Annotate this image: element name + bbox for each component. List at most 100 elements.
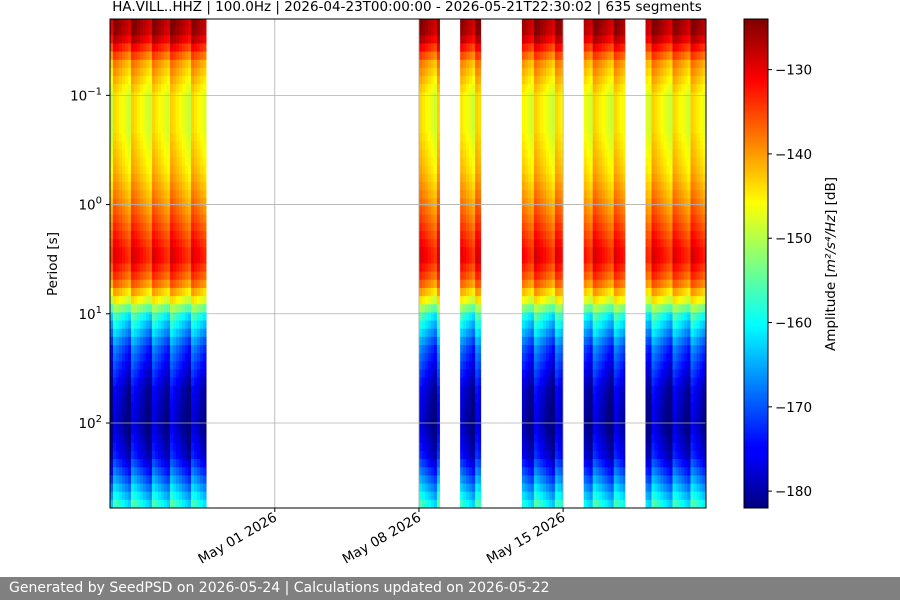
heatmap-cell	[654, 116, 658, 126]
heatmap-cell	[131, 59, 135, 69]
heatmap-cell	[648, 296, 652, 305]
heatmap-cell	[619, 198, 624, 207]
heatmap-cell	[421, 410, 426, 419]
heatmap-cell	[170, 67, 174, 77]
heatmap-cell	[524, 410, 529, 419]
heatmap-cell	[657, 393, 661, 403]
heatmap-cell	[651, 328, 655, 338]
heatmap-cell	[524, 35, 529, 44]
heatmap-cell	[657, 402, 661, 411]
heatmap-cell	[179, 43, 183, 53]
heatmap-cell	[158, 467, 162, 476]
heatmap-cell	[188, 108, 192, 118]
heatmap-cell	[548, 198, 553, 207]
heatmap-cell	[113, 182, 117, 191]
heatmap-cell	[604, 108, 609, 118]
heatmap-cell	[666, 271, 670, 281]
heatmap-cell	[161, 304, 165, 313]
heatmap-cell	[648, 67, 652, 77]
heatmap-cell	[463, 402, 467, 411]
heatmap-cell	[616, 320, 621, 330]
heatmap-cell	[536, 393, 541, 403]
heatmap-cell	[179, 491, 183, 501]
heatmap-cell	[595, 230, 600, 240]
heatmap-cell	[530, 499, 535, 508]
heatmap-cell	[586, 279, 591, 289]
heatmap-cell	[475, 141, 479, 150]
heatmap-cell	[433, 385, 438, 395]
heatmap-cell	[113, 35, 117, 44]
heatmap-cell	[128, 157, 132, 167]
heatmap-cell	[651, 116, 655, 126]
heatmap-cell	[200, 450, 204, 460]
heatmap-cell	[616, 336, 621, 346]
heatmap-cell	[185, 19, 189, 28]
heatmap-cell	[554, 141, 559, 150]
heatmap-cell	[654, 239, 658, 248]
heatmap-cell	[167, 377, 171, 387]
heatmap-cell	[607, 51, 612, 61]
heatmap-cell	[140, 361, 144, 370]
heatmap-cell	[155, 263, 159, 273]
heatmap-cell	[140, 450, 144, 460]
heatmap-cell	[651, 124, 655, 134]
heatmap-cell	[167, 214, 171, 224]
heatmap-cell	[131, 426, 135, 436]
heatmap-cell	[418, 230, 423, 240]
heatmap-cell	[469, 320, 473, 330]
heatmap-cell	[119, 255, 123, 264]
heatmap-cell	[560, 499, 564, 508]
heatmap-cell	[548, 149, 553, 159]
heatmap-cell	[203, 385, 207, 395]
heatmap-cell	[113, 296, 117, 305]
heatmap-cell	[527, 239, 532, 248]
heatmap-cell	[430, 59, 435, 69]
heatmap-cell	[424, 27, 429, 36]
heatmap-cell	[669, 92, 673, 101]
heatmap-cell	[128, 165, 132, 175]
heatmap-cell	[113, 467, 117, 476]
heatmap-cell	[427, 214, 432, 224]
heatmap-cell	[182, 182, 186, 191]
heatmap-cell	[651, 92, 655, 101]
heatmap-cell	[125, 426, 129, 436]
heatmap-cell	[472, 345, 476, 354]
heatmap-cell	[418, 459, 423, 468]
heatmap-cell	[654, 92, 658, 101]
heatmap-cell	[179, 59, 183, 69]
heatmap-cell	[669, 43, 673, 53]
heatmap-cell	[524, 304, 529, 313]
heatmap-cell	[616, 76, 621, 85]
heatmap-cell	[469, 361, 473, 370]
heatmap-cell	[182, 100, 186, 110]
heatmap-cell	[433, 263, 438, 273]
heatmap-cell	[542, 239, 547, 248]
heatmap-cell	[607, 59, 612, 69]
heatmap-cell	[657, 345, 661, 354]
heatmap-cell	[475, 491, 479, 501]
heatmap-cell	[167, 402, 171, 411]
heatmap-cell	[463, 165, 467, 175]
heatmap-cell	[472, 222, 476, 232]
heatmap-cell	[194, 43, 198, 53]
heatmap-cell	[557, 296, 562, 305]
heatmap-cell	[619, 345, 624, 354]
heatmap-cell	[170, 385, 174, 395]
heatmap-cell	[548, 214, 553, 224]
heatmap-cell	[607, 76, 612, 85]
heatmap-cell	[436, 459, 440, 468]
heatmap-cell	[619, 393, 624, 403]
heatmap-cell	[430, 100, 435, 110]
heatmap-cell	[469, 198, 473, 207]
heatmap-cell	[527, 483, 532, 493]
heatmap-cell	[436, 51, 440, 61]
heatmap-cell	[146, 393, 150, 403]
heatmap-cell	[475, 67, 479, 77]
heatmap-cell	[469, 116, 473, 126]
heatmap-cell	[536, 410, 541, 419]
heatmap-cell	[475, 304, 479, 313]
heatmap-cell	[203, 442, 207, 452]
heatmap-cell	[533, 393, 538, 403]
heatmap-cell	[557, 369, 562, 379]
heatmap-cell	[592, 361, 597, 370]
